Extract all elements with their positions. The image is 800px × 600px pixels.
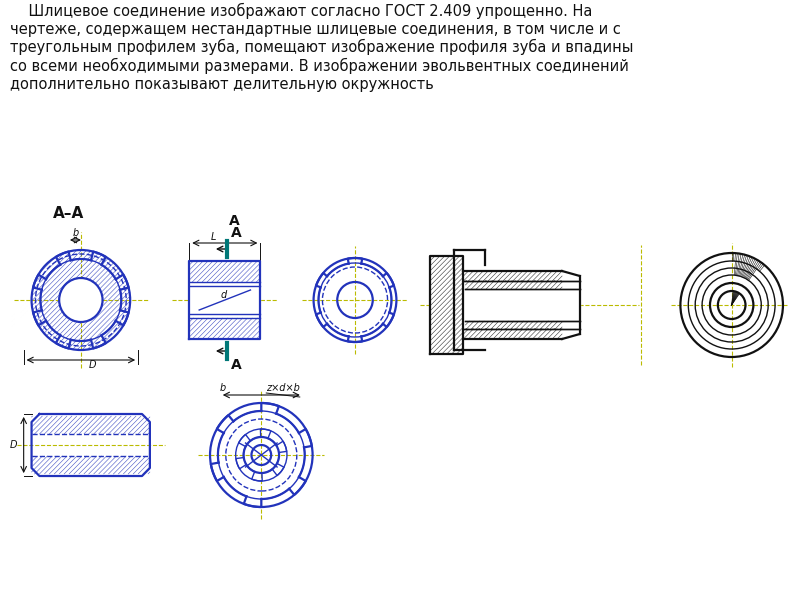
Text: d: d [221, 290, 227, 300]
Text: A: A [230, 358, 242, 372]
Circle shape [60, 279, 102, 321]
Text: A: A [230, 226, 242, 240]
Text: z×d×b: z×d×b [266, 383, 300, 393]
Text: A: A [229, 214, 239, 228]
Text: b: b [72, 228, 78, 238]
Text: D: D [10, 440, 18, 450]
Text: b: b [220, 383, 226, 393]
Text: L: L [211, 232, 216, 242]
Text: Шлицевое соединение изображают согласно ГОСТ 2.409 упрощенно. На
чертеже, содерж: Шлицевое соединение изображают согласно … [10, 3, 634, 92]
Text: A–A: A–A [54, 206, 85, 221]
Text: D: D [89, 360, 96, 370]
